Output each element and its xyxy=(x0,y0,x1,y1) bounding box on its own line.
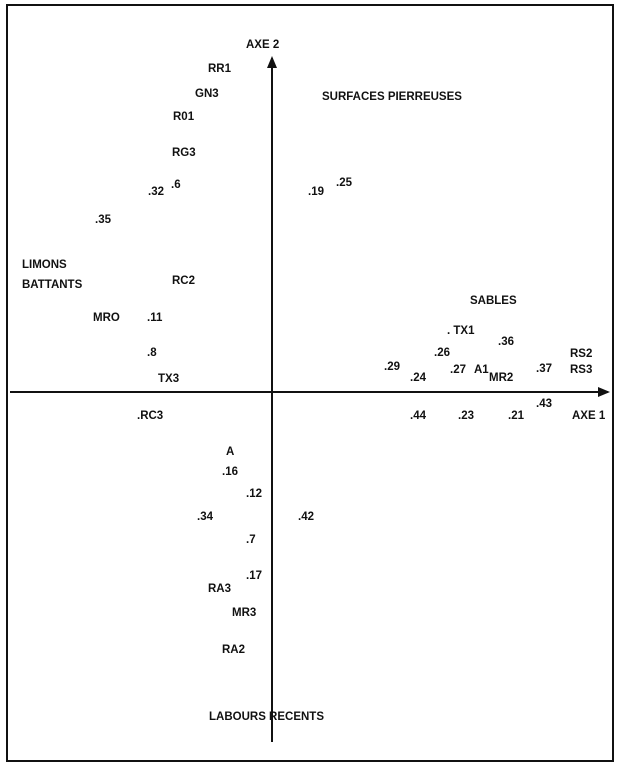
diagram-frame xyxy=(6,4,614,762)
group-label-labours-recents: LABOURS RECENTS xyxy=(209,711,324,723)
point-label: RA3 xyxy=(208,583,231,595)
point-label: .37 xyxy=(536,363,552,375)
point-label: .34 xyxy=(197,511,214,523)
point-label: .19 xyxy=(308,186,324,198)
point-label: RR1 xyxy=(208,63,232,75)
point-label: GN3 xyxy=(195,88,219,100)
point-label: .RC3 xyxy=(137,410,163,422)
point-label: .21 xyxy=(508,410,525,422)
point-label: .11 xyxy=(147,312,163,324)
point-label: .12 xyxy=(246,488,262,500)
point-label: . TX1 xyxy=(447,325,475,337)
point-label: MRO xyxy=(93,312,120,324)
point-label: .26 xyxy=(434,347,450,359)
axis-1-label: AXE 1 xyxy=(572,410,606,422)
point-label: .24 xyxy=(410,372,427,384)
point-label: R01 xyxy=(173,111,195,123)
point-label: RA2 xyxy=(222,644,245,656)
point-label: .17 xyxy=(246,570,262,582)
point-label: MR2 xyxy=(489,372,513,384)
group-label-limons-line-2: BATTANTS xyxy=(22,279,83,291)
point-label: RG3 xyxy=(172,147,196,159)
group-label-limons-line-1: LIMONS xyxy=(22,259,67,271)
point-label: MR3 xyxy=(232,607,256,619)
point-label: .42 xyxy=(298,511,314,523)
point-label: .43 xyxy=(536,398,552,410)
point-label: .7 xyxy=(246,534,256,546)
point-label: A xyxy=(226,446,234,458)
point-label: .32 xyxy=(148,186,164,198)
point-label: .36 xyxy=(498,336,514,348)
point-label: .8 xyxy=(147,347,157,359)
point-label: .44 xyxy=(410,410,427,422)
point-label: .29 xyxy=(384,361,400,373)
point-label: RS2 xyxy=(570,348,592,360)
point-label: .16 xyxy=(222,466,238,478)
group-label-surfaces-pierreuses: SURFACES PIERREUSES xyxy=(322,91,462,103)
point-label: .23 xyxy=(458,410,474,422)
axis-2-label: AXE 2 xyxy=(246,39,279,51)
point-label: RS3 xyxy=(570,364,592,376)
point-label: .25 xyxy=(336,177,353,189)
point-label: A1 xyxy=(474,364,489,376)
point-label: RC2 xyxy=(172,275,195,287)
group-label-sables: SABLES xyxy=(470,295,517,307)
point-label: .35 xyxy=(95,214,112,226)
point-label: .27 xyxy=(450,364,466,376)
point-label: .6 xyxy=(171,179,181,191)
point-label: TX3 xyxy=(158,373,179,385)
